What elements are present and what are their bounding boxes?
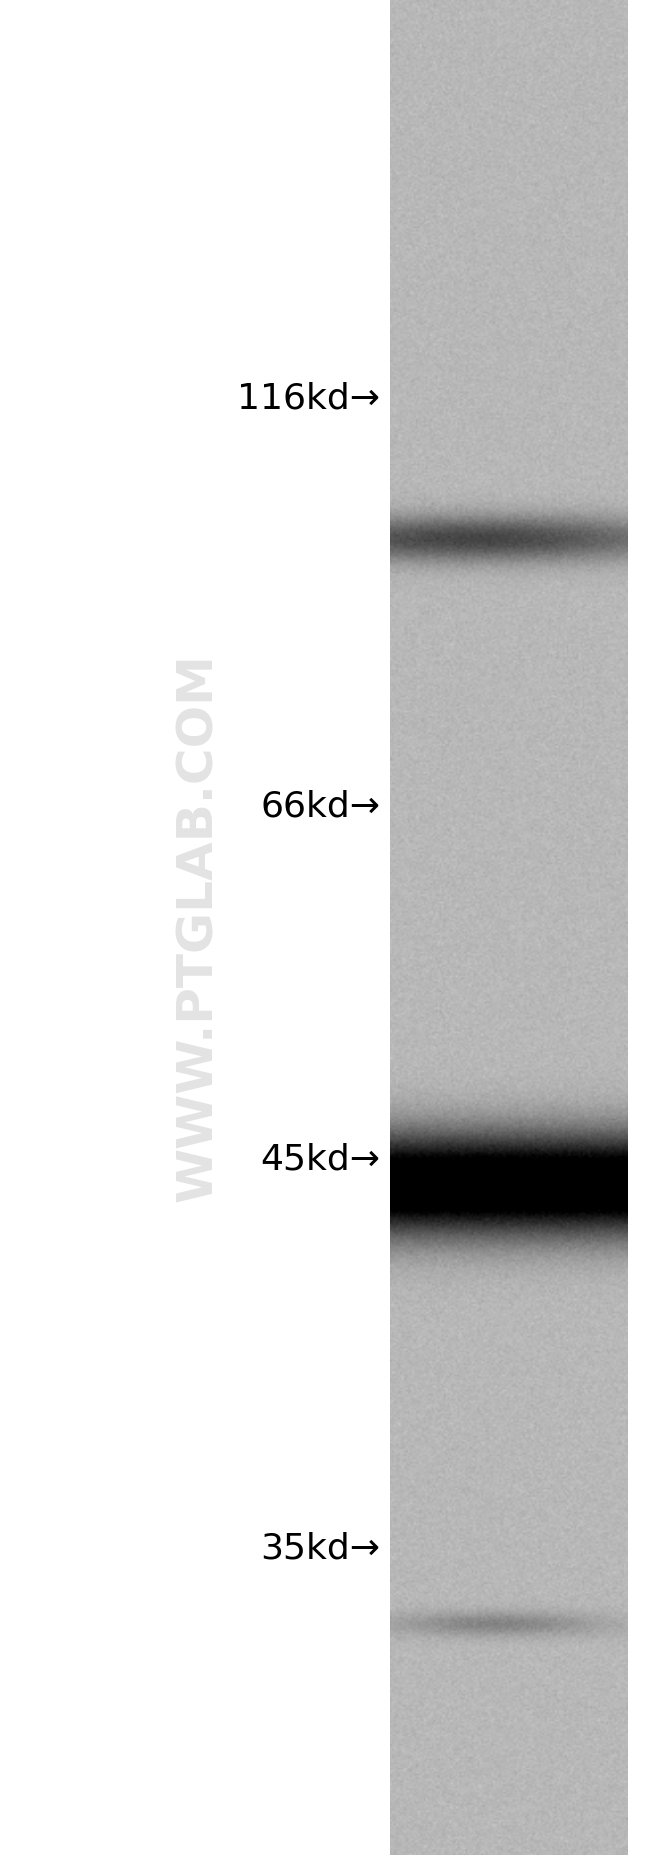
Text: 66kd→: 66kd→ [260, 790, 380, 824]
Text: WWW.PTGLAB.COM: WWW.PTGLAB.COM [174, 653, 222, 1202]
Text: 35kd→: 35kd→ [260, 1532, 380, 1566]
Text: 45kd→: 45kd→ [260, 1143, 380, 1176]
Text: 116kd→: 116kd→ [237, 382, 380, 416]
